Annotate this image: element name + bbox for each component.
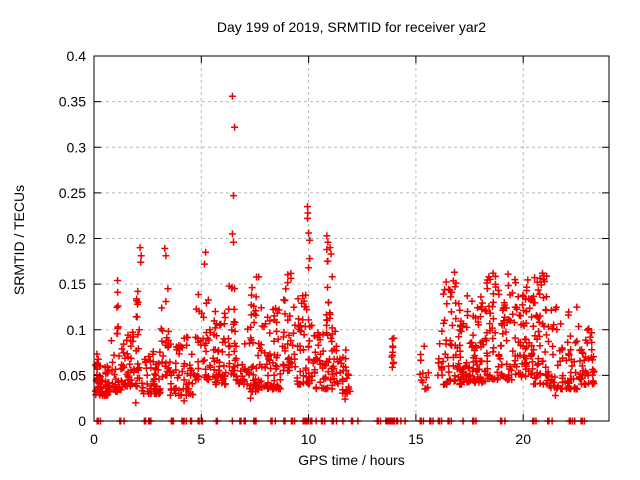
data-points xyxy=(91,92,598,425)
y-axis-label: SRMTID / TECUs xyxy=(11,184,27,296)
x-tick-label: 20 xyxy=(515,431,531,447)
x-tick-label: 5 xyxy=(197,431,205,447)
gridlines xyxy=(94,56,609,421)
x-tick-label: 10 xyxy=(301,431,317,447)
y-tick-label: 0 xyxy=(78,413,86,429)
x-tick-label: 0 xyxy=(90,431,98,447)
y-tick-label: 0.25 xyxy=(59,185,86,201)
y-tick-label: 0.4 xyxy=(67,48,87,64)
chart-title: Day 199 of 2019, SRMTID for receiver yar… xyxy=(216,19,487,35)
y-tick-label: 0.3 xyxy=(67,139,87,155)
y-tick-label: 0.05 xyxy=(59,367,86,383)
axes-border xyxy=(93,55,610,422)
y-tick-label: 0.2 xyxy=(67,231,87,247)
y-tick-label: 0.15 xyxy=(59,276,86,292)
y-tick-label: 0.35 xyxy=(59,94,86,110)
x-tick-label: 15 xyxy=(408,431,424,447)
x-axis-label: GPS time / hours xyxy=(298,452,405,468)
y-tick-label: 0.1 xyxy=(67,322,87,338)
